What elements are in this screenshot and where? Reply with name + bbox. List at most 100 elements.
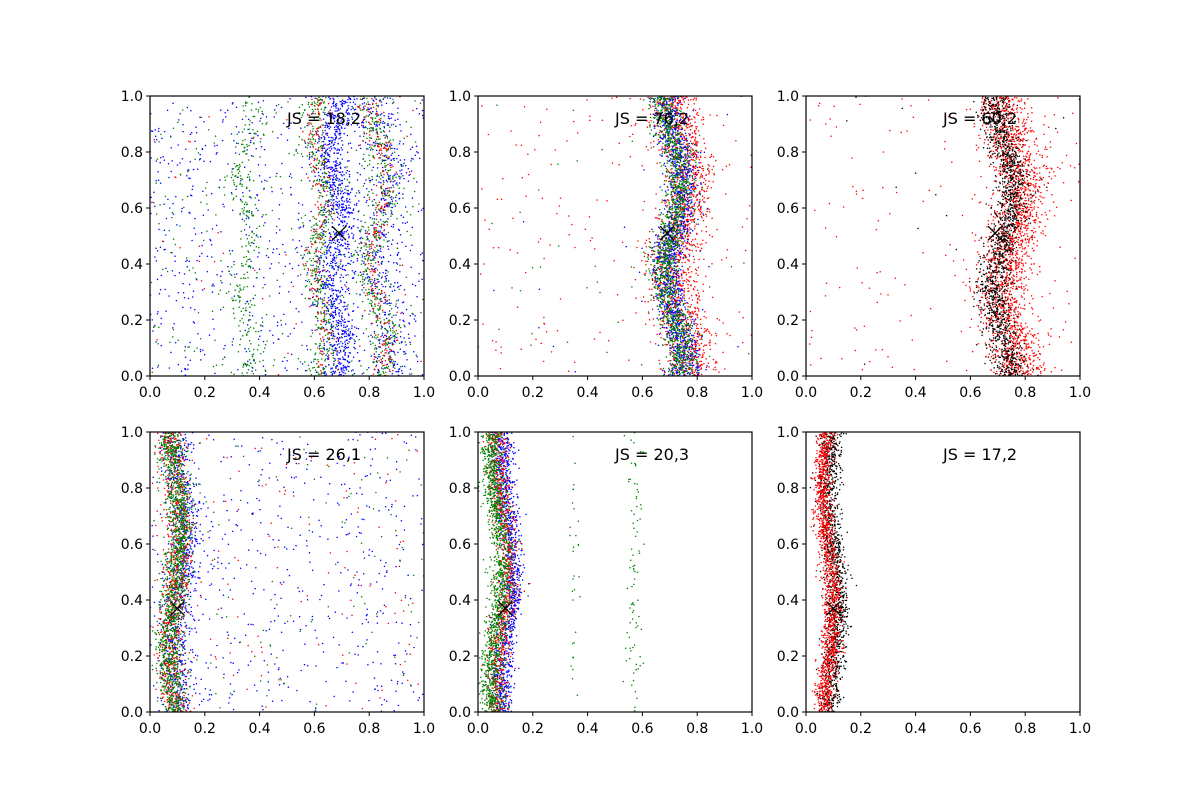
scatter-point [378, 275, 381, 277]
scatter-point [323, 233, 325, 236]
scatter-point [246, 364, 248, 367]
scatter-point [650, 250, 653, 252]
scatter-point [390, 186, 392, 189]
scatter-point [190, 131, 193, 134]
y-tick-label: 0.6 [121, 201, 143, 217]
scatter-point [219, 289, 221, 292]
scatter-point [396, 253, 399, 256]
scatter-point [331, 290, 333, 292]
scatter-point [398, 368, 401, 370]
scatter-point [334, 139, 337, 141]
scatter-point [376, 121, 378, 124]
scatter-point [185, 257, 188, 259]
scatter-point [182, 109, 184, 111]
scatter-point [332, 258, 335, 261]
scatter-point [321, 306, 324, 309]
scatter-point [534, 149, 536, 151]
scatter-point [303, 361, 306, 363]
scatter-point [289, 301, 292, 303]
scatter-point [393, 363, 396, 365]
scatter-point [403, 177, 405, 180]
scatter-point [314, 203, 316, 206]
scatter-point [312, 215, 314, 218]
scatter-point [306, 147, 309, 149]
scatter-point [177, 339, 179, 342]
scatter-point [317, 358, 319, 361]
scatter-point [379, 178, 382, 180]
scatter-point [527, 173, 530, 176]
scatter-point [245, 153, 247, 155]
scatter-point [249, 267, 252, 269]
scatter-point [238, 153, 241, 156]
scatter-point [396, 306, 399, 309]
scatter-point [386, 344, 389, 346]
scatter-point [333, 338, 335, 340]
scatter-point [393, 339, 396, 342]
scatter-point [361, 260, 363, 262]
scatter-point [385, 141, 387, 144]
scatter-point [157, 342, 159, 345]
scatter-point [411, 283, 414, 285]
scatter-point [241, 218, 244, 220]
scatter-point [334, 178, 337, 180]
scatter-point [246, 176, 249, 178]
scatter-point [333, 311, 335, 314]
scatter-point [227, 265, 229, 268]
scatter-point [154, 256, 156, 258]
scatter-point [393, 203, 396, 205]
scatter-point [277, 103, 280, 106]
scatter-point [172, 127, 175, 129]
scatter-point [317, 287, 319, 290]
scatter-point [385, 213, 387, 216]
scatter-point [253, 233, 255, 235]
scatter-point [260, 117, 262, 120]
scatter-point [349, 142, 352, 144]
scatter-point [344, 102, 347, 104]
scatter-point [389, 178, 391, 180]
scatter-point [214, 339, 216, 342]
scatter-point [337, 193, 339, 196]
scatter-point [314, 342, 317, 345]
scatter-point [377, 273, 379, 276]
scatter-point [331, 258, 334, 260]
scatter-point [394, 353, 396, 356]
scatter-point [372, 192, 374, 195]
scatter-point [354, 130, 356, 133]
scatter-point [362, 226, 365, 228]
scatter-point [618, 142, 620, 144]
scatter-point [251, 354, 254, 356]
scatter-point [352, 261, 355, 264]
scatter-point [385, 364, 388, 366]
scatter-point [416, 151, 418, 153]
scatter-point [328, 349, 330, 351]
scatter-point [324, 359, 326, 362]
scatter-point [332, 352, 335, 354]
scatter-point [315, 131, 318, 133]
scatter-point [253, 249, 255, 252]
scatter-point [254, 203, 257, 206]
scatter-point [735, 140, 737, 142]
scatter-point [343, 333, 345, 335]
scatter-point [393, 352, 396, 354]
scatter-point [238, 131, 240, 133]
scatter-point [693, 336, 695, 339]
scatter-point [347, 142, 350, 145]
scatter-point [186, 265, 189, 268]
scatter-point [334, 134, 336, 136]
scatter-point [151, 367, 154, 370]
scatter-point [243, 110, 245, 112]
scatter-point [345, 335, 347, 338]
scatter-point [383, 191, 386, 193]
scatter-point [335, 137, 337, 140]
scatter-point [377, 304, 379, 307]
scatter-point [337, 360, 339, 362]
scatter-point [340, 267, 342, 270]
scatter-point [339, 153, 342, 156]
scatter-point [344, 308, 347, 310]
scatter-point [239, 287, 241, 289]
scatter-point [311, 143, 314, 146]
scatter-point [338, 371, 341, 374]
scatter-point [380, 250, 382, 253]
scatter-point [657, 217, 659, 220]
scatter-point [345, 333, 348, 335]
